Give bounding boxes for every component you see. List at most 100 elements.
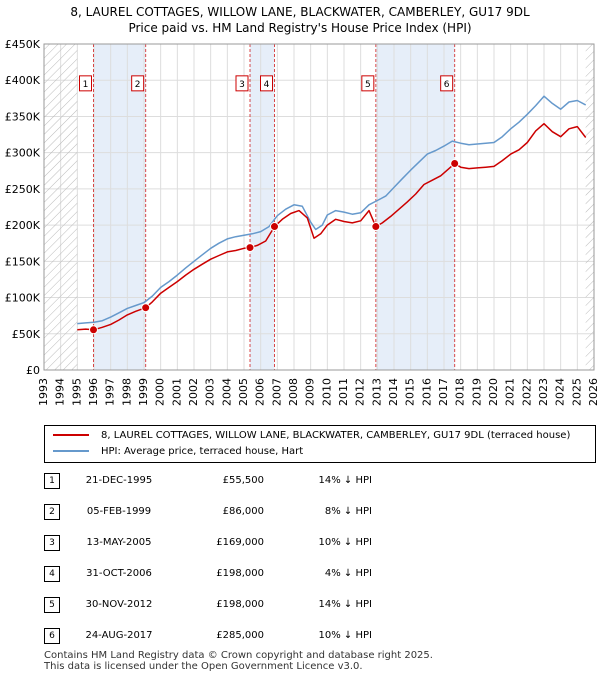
chart-title: 8, LAUREL COTTAGES, WILLOW LANE, BLACKWA… (0, 4, 600, 36)
sale-date: 24-AUG-2017 (85, 630, 153, 641)
x-tick-label: 2013 (370, 378, 383, 406)
footer-line-2: This data is licensed under the Open Gov… (44, 661, 363, 672)
sale-hpi-diff: 10% ↓ HPI (318, 630, 372, 641)
sale-price: £169,000 (216, 537, 264, 548)
sale-date: 31-OCT-2006 (86, 568, 152, 579)
hatched-regions (44, 44, 594, 370)
sale-date: 05-FEB-1999 (86, 506, 152, 517)
x-tick-label: 2002 (187, 378, 200, 406)
x-tick-label: 2021 (504, 378, 517, 406)
sale-price: £198,000 (216, 568, 264, 579)
x-tick-label: 2023 (537, 378, 550, 406)
sale-row: 3 13-MAY-2005 £169,000 10% ↓ HPI (44, 534, 464, 552)
hpi-line (77, 95, 587, 325)
sale-num: 2 (44, 504, 60, 520)
y-tick-label: £100K (5, 292, 41, 305)
x-tick-label: 2004 (220, 378, 233, 406)
y-tick-label: £350K (5, 110, 41, 123)
x-tick-label: 2024 (554, 378, 567, 406)
sale-price: £198,000 (216, 599, 264, 610)
x-tick-label: 2016 (420, 378, 433, 406)
x-tick-label: 2006 (254, 378, 267, 406)
x-tick-label: 1993 (37, 378, 50, 406)
legend-swatch-property (53, 434, 89, 436)
legend-item-property: 8, LAUREL COTTAGES, WILLOW LANE, BLACKWA… (53, 428, 570, 444)
x-tick-label: 2017 (437, 378, 450, 406)
x-tick-label: 1995 (70, 378, 83, 406)
sale-point-4 (270, 222, 279, 232)
sale-box-2 (131, 75, 145, 92)
sale-box-label-2: 2 (135, 80, 141, 90)
sale-box-1 (79, 75, 92, 92)
sale-box-label-5: 5 (365, 80, 371, 90)
sale-point-6 (450, 159, 460, 169)
x-tick-label: 1996 (87, 378, 100, 406)
x-tick-label: 2008 (287, 378, 300, 406)
sale-num: 4 (44, 566, 60, 582)
x-tick-label: 2003 (204, 378, 217, 406)
x-tick-label: 2012 (354, 378, 367, 406)
sale-date: 13-MAY-2005 (86, 537, 152, 548)
x-tick-label: 2020 (487, 378, 500, 406)
legend-item-hpi: HPI: Average price, terraced house, Hart (53, 444, 303, 460)
title-line-1: 8, LAUREL COTTAGES, WILLOW LANE, BLACKWA… (70, 5, 530, 19)
sale-num: 3 (44, 535, 60, 551)
sale-hpi-diff: 14% ↓ HPI (318, 475, 372, 486)
x-tick-label: 2005 (237, 378, 250, 406)
sale-num: 6 (44, 628, 60, 644)
y-tick-label: £0 (26, 364, 40, 377)
sale-hpi-diff: 14% ↓ HPI (318, 599, 372, 610)
x-tick-label: 1998 (120, 378, 133, 406)
y-tick-label: £450K (5, 38, 41, 51)
x-tick-label: 2018 (454, 378, 467, 406)
sale-date: 30-NOV-2012 (85, 599, 153, 610)
x-tick-label: 1999 (137, 378, 150, 406)
sale-point-3 (245, 243, 255, 253)
y-tick-labels: £0 £50K £100K £150K £200K £250K £300K £350K £400… (5, 38, 41, 377)
sale-point-2 (141, 303, 151, 313)
x-tick-label: 2007 (270, 378, 283, 406)
x-tick-label: 2014 (387, 378, 400, 406)
sale-box-4 (260, 75, 273, 92)
sale-hpi-diff: 4% ↓ HPI (324, 568, 372, 579)
sale-label-boxes: 1 2 3 4 5 6 (79, 75, 454, 92)
sale-price: £55,500 (222, 475, 264, 486)
legend: 8, LAUREL COTTAGES, WILLOW LANE, BLACKWA… (44, 425, 596, 463)
hatch-region-end (585, 44, 594, 370)
sale-row: 4 31-OCT-2006 £198,000 4% ↓ HPI (44, 565, 464, 583)
sale-price: £285,000 (216, 630, 264, 641)
shaded-interval-2 (250, 44, 275, 370)
x-tick-label: 2022 (520, 378, 533, 406)
series-lines (77, 95, 587, 331)
sale-point-5 (371, 222, 381, 232)
sale-box-3 (235, 75, 249, 92)
x-tick-label: 2011 (337, 378, 350, 406)
footer-line-1: Contains HM Land Registry data © Crown c… (44, 650, 433, 661)
x-tick-label: 2019 (470, 378, 483, 406)
shaded-intervals (44, 44, 594, 370)
sale-price: £86,000 (222, 506, 264, 517)
sale-box-label-6: 6 (444, 80, 450, 90)
y-tick-label: £400K (5, 74, 41, 87)
x-tick-labels: 1993 1994 1995 1996 1997 1998 1999 2000 2001 2002… (37, 378, 600, 406)
x-tick-label: 2015 (404, 378, 417, 406)
shaded-interval-1 (93, 44, 146, 370)
title-line-2: Price paid vs. HM Land Registry's House … (128, 21, 472, 35)
plot-frame (43, 43, 595, 371)
shaded-interval-3 (375, 44, 455, 370)
price-chart: 1 2 3 4 5 6 £0 £50K £100K £150K £200K £250K £300K £3… (5, 38, 600, 406)
y-tick-label: £300K (5, 147, 41, 160)
x-tick-label: 2025 (570, 378, 583, 406)
y-tick-label: £50K (12, 328, 41, 341)
sale-num: 1 (44, 473, 60, 489)
sale-hpi-diff: 8% ↓ HPI (324, 506, 372, 517)
sale-box-label-1: 1 (83, 80, 89, 90)
x-tick-label: 2000 (154, 378, 167, 406)
sale-box-label-3: 3 (239, 80, 245, 90)
legend-label-property: 8, LAUREL COTTAGES, WILLOW LANE, BLACKWA… (101, 430, 571, 441)
hatch-region-start (44, 44, 78, 370)
x-tick-label: 1997 (104, 378, 117, 406)
sale-vertical-lines (93, 44, 456, 370)
x-tick-label: 1994 (54, 378, 67, 406)
sale-hpi-diff: 10% ↓ HPI (318, 537, 372, 548)
